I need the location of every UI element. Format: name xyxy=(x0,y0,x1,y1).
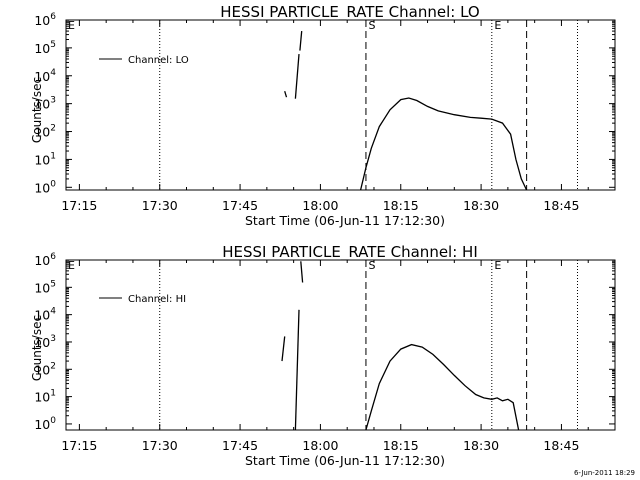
y-tick-label: 101 xyxy=(34,151,56,167)
x-tick-label: 18:30 xyxy=(463,438,499,453)
y-tick-label: 101 xyxy=(34,389,56,405)
rate-series-line xyxy=(294,309,300,431)
x-tick-label: 18:15 xyxy=(383,198,419,213)
corner-marker-label: E xyxy=(68,19,75,32)
corner-marker-label: E xyxy=(68,259,75,272)
x-tick-label: 17:30 xyxy=(142,438,178,453)
y-tick-label: 102 xyxy=(34,124,56,140)
y-tick-label: 100 xyxy=(34,179,56,195)
rate-series-line xyxy=(299,31,303,51)
x-tick-label: 17:45 xyxy=(222,438,258,453)
event-marker-label: S xyxy=(368,19,375,32)
event-marker-label: E xyxy=(494,259,501,272)
y-tick-label: 104 xyxy=(34,68,56,84)
y-tick-label: 104 xyxy=(34,307,56,323)
legend-label: Channel: HI xyxy=(128,294,186,305)
x-tick-label: 17:30 xyxy=(142,198,178,213)
y-tick-label: 103 xyxy=(34,96,56,112)
x-tick-label: 18:45 xyxy=(543,438,579,453)
y-tick-label: 100 xyxy=(34,416,56,432)
panel-title: HESSI PARTICLE_RATE Channel: LO xyxy=(220,3,479,22)
rate-series-line xyxy=(365,343,520,431)
panel-hi: HESSI PARTICLE_RATE Channel: HI Counts/s… xyxy=(30,243,616,468)
y-tick-label: 103 xyxy=(34,334,56,350)
x-tick-label: 18:00 xyxy=(302,198,338,213)
x-tick-label: 17:45 xyxy=(222,198,258,213)
panel-lo: HESSI PARTICLE_RATE Channel: LO Counts/s… xyxy=(30,3,616,228)
x-tick-label: 17:15 xyxy=(61,198,97,213)
x-tick-label: 18:00 xyxy=(302,438,338,453)
x-tick-label: 18:30 xyxy=(463,198,499,213)
x-axis-label: Start Time (06-Jun-11 17:12:30) xyxy=(245,213,445,228)
y-tick-label: 105 xyxy=(34,40,56,56)
y-tick-label: 102 xyxy=(34,361,56,377)
panel-title: HESSI PARTICLE_RATE Channel: HI xyxy=(222,243,478,262)
rate-series-line xyxy=(300,261,304,283)
x-axis-label: Start Time (06-Jun-11 17:12:30) xyxy=(245,453,445,468)
x-tick-label: 18:45 xyxy=(543,198,579,213)
rate-series-line xyxy=(359,97,528,191)
rate-series-line xyxy=(281,336,286,362)
x-tick-label: 17:15 xyxy=(61,438,97,453)
y-tick-label: 105 xyxy=(34,279,56,295)
legend-label: Channel: LO xyxy=(128,55,189,66)
plot-timestamp: 6-Jun-2011 18:29 xyxy=(574,469,635,477)
event-marker-label: E xyxy=(494,19,501,32)
y-axis-label: Counts/sec xyxy=(30,315,44,381)
y-tick-label: 106 xyxy=(34,12,56,28)
y-tick-label: 106 xyxy=(34,252,56,268)
y-axis-label: Counts/sec xyxy=(30,77,44,143)
x-tick-label: 18:15 xyxy=(383,438,419,453)
rate-series-line xyxy=(284,91,288,98)
event-marker-label: S xyxy=(368,259,375,272)
rate-series-line xyxy=(294,54,300,99)
